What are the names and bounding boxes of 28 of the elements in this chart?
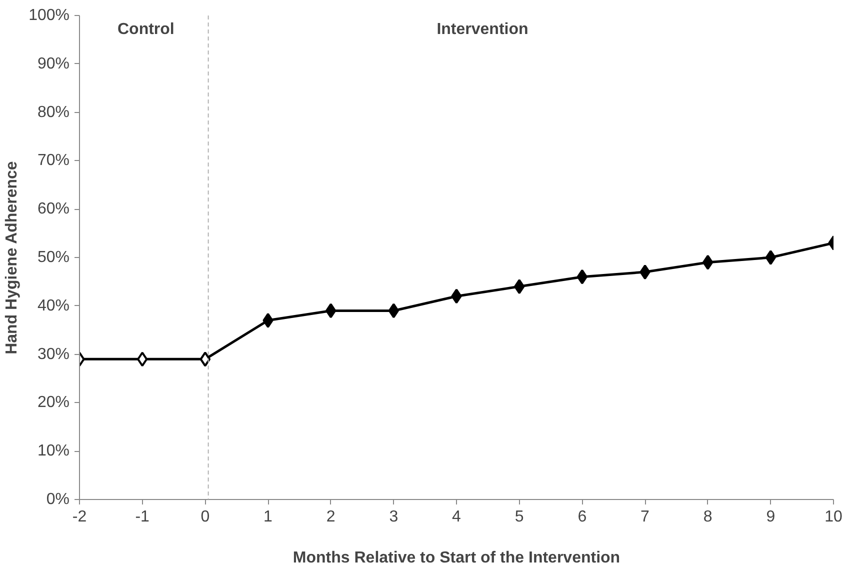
x-tick-label: 1 <box>264 508 273 526</box>
x-tick-label: 6 <box>578 508 587 526</box>
y-tick-label: 30% <box>37 346 70 363</box>
x-tick-label: 9 <box>766 508 776 526</box>
y-tick-label: 90% <box>37 55 70 72</box>
y-tick-label: 20% <box>37 394 70 412</box>
x-tick-label: 10 <box>824 508 842 526</box>
x-axis-title: Months Relative to Start of the Intervention <box>292 550 620 566</box>
y-tick-label: 40% <box>37 297 70 314</box>
x-tick-label: 0 <box>200 508 210 526</box>
x-tick-label: 8 <box>703 508 712 526</box>
y-tick-label: 60% <box>37 200 70 218</box>
x-tick-label: -1 <box>135 508 150 526</box>
y-tick-label: 80% <box>37 104 70 121</box>
annotation: Control <box>118 21 174 38</box>
x-tick-label: 4 <box>452 508 462 526</box>
x-tick-label: 3 <box>389 508 398 526</box>
y-tick-label: 100% <box>28 7 70 24</box>
y-axis-title: Hand Hygiene Adherence <box>4 161 21 354</box>
y-tick-label: 10% <box>37 442 70 460</box>
x-tick-label: 5 <box>514 508 524 526</box>
y-tick-label: 70% <box>37 152 70 170</box>
x-tick-label: 7 <box>640 508 650 526</box>
y-tick-label: 50% <box>37 249 70 266</box>
x-tick-label: 2 <box>326 508 336 526</box>
annotation: Intervention <box>436 21 528 38</box>
x-tick-label: -2 <box>72 508 87 526</box>
y-tick-label: 0% <box>46 491 70 508</box>
